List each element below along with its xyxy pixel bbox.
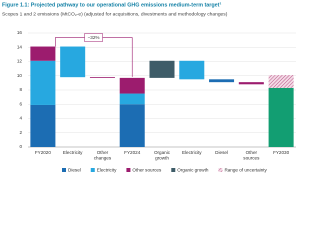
bar — [268, 75, 294, 88]
legend-swatch — [62, 168, 66, 172]
y-tick-label: 2 — [19, 130, 22, 135]
legend-label: Organic growth — [177, 168, 209, 173]
y-tick-label: 0 — [19, 144, 22, 149]
bar — [238, 82, 264, 85]
chart-subtitle: Scopes 1 and 2 emissions (MtCO₂-e) (adju… — [2, 11, 228, 17]
bar — [179, 60, 205, 80]
bar — [89, 77, 115, 78]
x-tick-label: Organic growth — [154, 150, 171, 161]
y-tick-label: 16 — [17, 30, 23, 35]
bar — [268, 87, 294, 147]
legend-label: Electricity — [97, 168, 117, 173]
bar — [209, 79, 235, 83]
chart: Figure 1.1: Projected pathway to our ope… — [2, 2, 296, 173]
chart-title: Figure 1.1: Projected pathway to our ope… — [2, 2, 221, 8]
legend-swatch — [126, 168, 131, 172]
bar — [119, 104, 145, 147]
x-tick-label: FY2030 — [273, 150, 290, 155]
legend-label: Other sources — [132, 168, 162, 173]
bar — [30, 104, 56, 147]
x-tick-label: FY2024 — [124, 150, 141, 155]
bar — [119, 93, 145, 105]
y-tick-label: 12 — [17, 59, 23, 64]
legend-swatch — [171, 168, 176, 172]
legend-label: Range of uncertainty — [224, 168, 267, 173]
y-tick-label: 4 — [19, 116, 22, 121]
bar — [149, 60, 175, 78]
legend-swatch — [218, 168, 223, 172]
annotation: −32% — [88, 35, 100, 40]
y-tick-label: 6 — [19, 101, 22, 106]
x-tick-label: Other sources — [243, 150, 260, 161]
legend-swatch — [90, 168, 95, 172]
bar — [119, 77, 145, 94]
bar — [60, 46, 86, 78]
y-tick-label: 8 — [19, 87, 22, 92]
y-tick-label: 10 — [17, 73, 23, 78]
bar — [30, 46, 56, 61]
x-tick-label: Electricity — [182, 150, 202, 155]
annotation-box — [84, 33, 103, 42]
x-tick-label: Electricity — [63, 150, 83, 155]
y-tick-label: 14 — [17, 44, 23, 49]
x-tick-label: FY2020 — [35, 150, 52, 155]
x-tick-label: Diesel — [215, 150, 228, 155]
legend-label: Diesel — [68, 168, 81, 173]
x-tick-label: Other changes — [94, 150, 112, 161]
bar — [30, 60, 56, 105]
